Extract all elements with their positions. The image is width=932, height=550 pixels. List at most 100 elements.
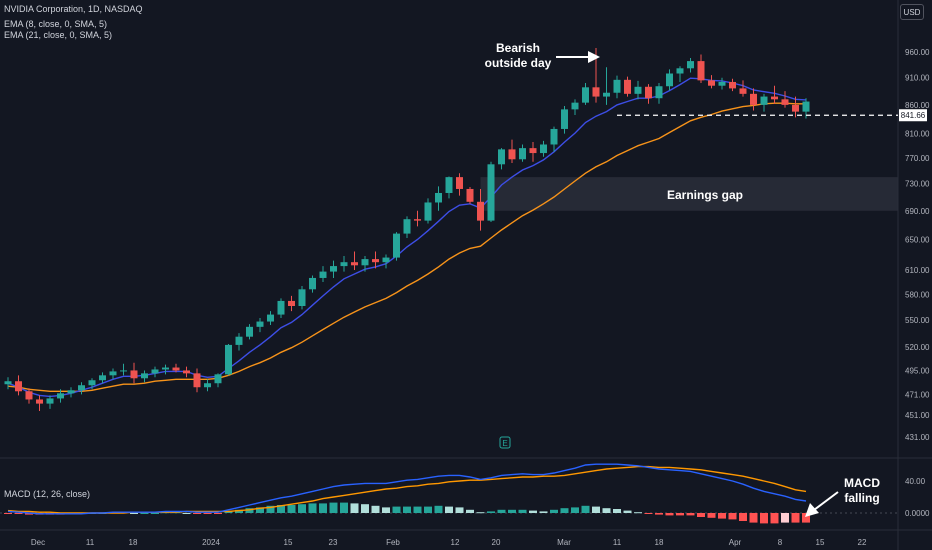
candle <box>729 78 736 92</box>
macd-histogram-bar <box>361 504 369 513</box>
macd-histogram-bar <box>235 509 243 513</box>
candle <box>319 266 327 282</box>
time-tick-label: Dec <box>31 538 45 547</box>
svg-text:E: E <box>502 439 507 448</box>
candle <box>571 99 579 116</box>
candle <box>193 368 201 393</box>
candle <box>477 188 484 231</box>
price-tick-label: 810.00 <box>905 130 930 139</box>
candle-body <box>739 88 747 94</box>
ema21-line <box>7 102 806 392</box>
candle-body <box>172 367 180 371</box>
macd-histogram-bar <box>539 511 548 513</box>
candle <box>771 85 778 104</box>
candle-body <box>330 266 337 272</box>
candle <box>235 333 243 351</box>
candle-body <box>477 201 484 221</box>
candle <box>487 161 495 223</box>
currency-button[interactable]: USD <box>900 4 924 20</box>
candle <box>466 186 474 204</box>
candle <box>456 173 463 196</box>
macd-histogram-bar <box>266 505 275 513</box>
time-tick-label: 8 <box>778 538 783 547</box>
candle <box>697 54 705 84</box>
candle-body <box>277 300 285 315</box>
macd-histogram-bar <box>308 503 317 513</box>
candle <box>687 58 694 73</box>
candle <box>655 83 663 104</box>
time-tick-label: 23 <box>329 538 338 547</box>
candle-body <box>645 86 652 99</box>
last-price-label: 841.66 <box>901 111 926 120</box>
candle <box>445 176 453 199</box>
macd-histogram-bar <box>287 505 296 513</box>
macd-histogram-bar <box>560 508 569 513</box>
macd-histogram-bar <box>476 512 485 514</box>
price-tick-label: 471.00 <box>905 390 930 399</box>
macd-histogram-bar <box>497 509 506 513</box>
earnings-marker-icon[interactable]: E <box>499 436 511 449</box>
candle <box>372 251 379 269</box>
candle-body <box>466 188 474 202</box>
symbol-title: NVIDIA Corporation, 1D, NASDAQ <box>4 4 143 14</box>
macd-histogram-bar <box>770 513 779 524</box>
candle-body <box>25 391 33 400</box>
price-tick-label: 910.00 <box>905 74 930 83</box>
candle-body <box>445 177 453 193</box>
candle-body <box>109 371 117 376</box>
macd-histogram-bar <box>550 509 558 513</box>
macd-histogram-bar <box>193 513 201 514</box>
time-tick-label: 11 <box>86 538 95 547</box>
macd-histogram-bar <box>413 506 422 513</box>
price-tick-label: 730.00 <box>905 180 930 189</box>
candle <box>498 148 505 170</box>
candle-body <box>592 87 600 97</box>
candle-body <box>267 314 274 322</box>
macd-histogram-bar <box>697 513 705 517</box>
price-tick-label: 451.00 <box>905 411 930 420</box>
candle-body <box>162 367 169 370</box>
candle-body <box>78 385 85 391</box>
candle-body <box>603 92 610 97</box>
candle <box>676 66 684 82</box>
macd-histogram-bar <box>140 513 149 514</box>
macd-histogram-bar <box>634 512 642 514</box>
candle-body <box>4 381 12 385</box>
candle-body <box>529 148 537 154</box>
macd-histogram-bar <box>434 505 443 513</box>
candle-body <box>519 148 526 160</box>
time-tick-label: 18 <box>129 538 138 547</box>
candle <box>393 232 400 261</box>
macd-histogram-bar <box>182 513 191 514</box>
macd-histogram-bar <box>707 513 716 518</box>
candle <box>172 363 180 373</box>
candle <box>519 144 526 162</box>
macd-histogram-bar <box>319 503 327 513</box>
candle <box>204 379 211 392</box>
candle <box>382 254 390 269</box>
candle <box>267 311 274 326</box>
candle-body <box>46 398 54 404</box>
macd-histogram-bar <box>518 509 527 513</box>
candle-body <box>309 277 316 290</box>
price-tick-label: 550.00 <box>905 316 930 325</box>
candle-body <box>771 96 778 100</box>
macd-histogram-bar <box>581 505 590 513</box>
candle-body <box>57 393 64 399</box>
candle <box>214 373 222 388</box>
candle-body <box>15 381 22 392</box>
annotation-bearish-line2: outside day <box>485 56 552 70</box>
candle <box>550 126 558 152</box>
candle-body <box>718 81 726 86</box>
candle-body <box>729 81 736 89</box>
candle <box>718 77 726 90</box>
candle <box>361 256 369 272</box>
candle-body <box>99 375 106 381</box>
macd-histogram-bar <box>403 506 411 513</box>
candle <box>4 377 12 390</box>
candle <box>540 140 547 157</box>
candle-body <box>487 164 495 221</box>
time-tick-label: Mar <box>557 538 571 547</box>
candle-body <box>456 177 463 189</box>
